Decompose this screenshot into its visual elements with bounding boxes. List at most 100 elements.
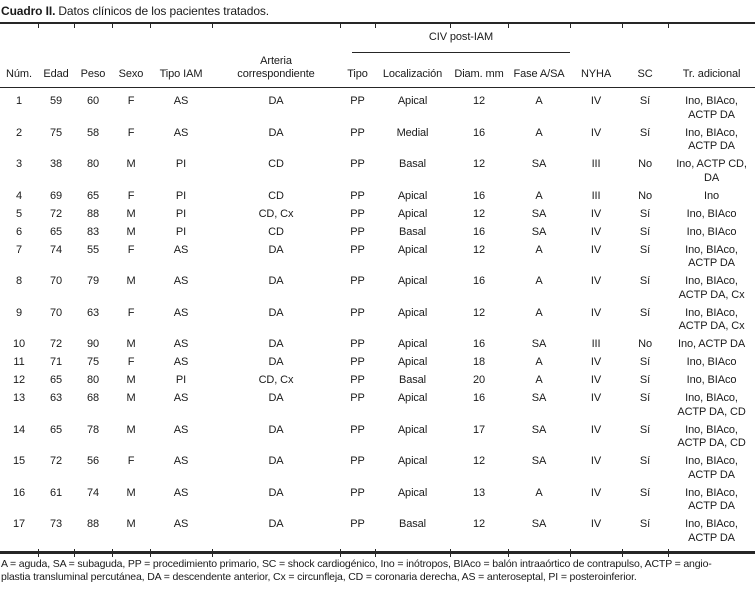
rule-tick: [340, 23, 341, 28]
table-cell: AS: [173, 306, 189, 319]
table-cell: 3: [15, 158, 23, 170]
table-cell: 18: [472, 356, 486, 368]
column-header: Peso: [74, 53, 112, 88]
table-cell: 5: [15, 207, 23, 220]
table-footnote: A = aguda, SA = subaguda, PP = procedimi…: [1, 557, 712, 583]
table-cell: 65: [86, 189, 100, 202]
table-cell: DA: [268, 275, 284, 287]
table-row: 14 65 78 M AS DA PP Apical 17 SA IV Sí Ino, BIAco, A…: [0, 422, 755, 454]
table-cell: 78: [86, 423, 100, 436]
table-cell: IV: [590, 126, 602, 139]
table-cell: SA: [531, 455, 547, 467]
table-cell: PP: [350, 455, 365, 467]
clinical-data-table: CIV post-IAM Núm. Edad Peso Sexo Tipo IAM Art…: [0, 24, 755, 548]
table-cell: A: [535, 275, 543, 287]
table-cell: M: [126, 338, 136, 350]
table-cell: 72: [49, 455, 63, 467]
table-cell: Sí: [639, 306, 651, 319]
table-cell: DA: [268, 392, 284, 404]
table-cell: Ino, ACTP CD, DA: [676, 158, 747, 184]
table-row: 17 73 88 M AS DA PP Basal 12 SA IV Sí Ino, BIAco, AC…: [0, 516, 755, 548]
table-cell: IV: [590, 275, 602, 287]
table-cell: AS: [173, 275, 189, 287]
column-header: Diam. mm: [450, 53, 508, 88]
rule-tick: [212, 548, 213, 557]
table-cell: A: [535, 243, 543, 256]
table-cell: F: [127, 95, 135, 107]
table-row: 1 59 60 F AS DA PP Apical 12 A IV Sí Ino, BIAco, ACT…: [0, 88, 755, 125]
table-cell: M: [126, 423, 136, 436]
caption-number: Cuadro II.: [1, 4, 56, 18]
table-cell: AS: [173, 455, 189, 467]
table-cell: IV: [590, 486, 602, 499]
table-cell: 20: [472, 374, 486, 386]
span-header-spacer-right: [570, 24, 755, 53]
table-cell: No: [638, 158, 652, 170]
table-cell: M: [126, 275, 136, 287]
table-cell: CD: [268, 158, 284, 170]
table-cell: Ino, BIAco, ACTP DA: [685, 455, 738, 481]
table-cell: M: [126, 225, 136, 238]
table-cell: F: [127, 356, 135, 368]
table-cell: M: [126, 158, 136, 170]
table-cell: 63: [86, 306, 100, 319]
rule-tick: [38, 23, 39, 28]
table-cell: PP: [350, 158, 365, 170]
table-cell: SA: [531, 423, 547, 436]
table-cell: 61: [49, 486, 63, 499]
table-cell: IV: [590, 243, 602, 256]
table-cell: 72: [49, 207, 63, 220]
table-cell: IV: [590, 518, 602, 530]
table-cell: M: [126, 207, 136, 220]
table-cell: A: [535, 356, 543, 368]
table-top-rule: [0, 22, 755, 28]
table-cell: Ino, BIAco, ACTP DA: [685, 95, 738, 121]
table-cell: PP: [350, 126, 365, 139]
table-cell: A: [535, 486, 543, 499]
table-cell: 12: [472, 518, 486, 530]
table-cell: SA: [531, 207, 547, 220]
table-cell: 88: [86, 518, 100, 530]
table-cell: 16: [472, 126, 486, 139]
table-cell: Ino, BIAco, ACTP DA: [685, 518, 738, 544]
table-cell: DA: [268, 455, 284, 467]
table-cell: 13: [12, 392, 26, 404]
table-cell: Apical: [397, 189, 428, 202]
table-cell: PP: [350, 338, 365, 350]
table-cell: 4: [15, 189, 23, 202]
table-cell: 38: [49, 158, 63, 170]
column-header: Tipo: [340, 53, 375, 88]
table-cell: 12: [472, 95, 486, 107]
table-row: 2 75 58 F AS DA PP Medial 16 A IV Sí Ino, BIAco, ACT…: [0, 125, 755, 157]
table-cell: 73: [49, 518, 63, 530]
table-cell: 16: [472, 338, 486, 350]
table-cell: PP: [350, 225, 365, 238]
table-cell: Ino, BIAco, ACTP DA, CD: [677, 423, 746, 450]
table-row: 16 61 74 M AS DA PP Apical 13 A IV Sí Ino, BIAco, AC…: [0, 485, 755, 517]
table-cell: PP: [350, 518, 365, 530]
table-cell: 12: [12, 374, 26, 386]
rule-tick: [668, 548, 669, 557]
rule-tick: [508, 23, 509, 28]
table-cell: 71: [49, 356, 63, 368]
table-cell: Ino, BIAco, ACTP DA, CD: [677, 392, 746, 418]
caption-text: Datos clínicos de los pacientes tratados…: [58, 4, 270, 18]
table-cell: PP: [350, 306, 365, 319]
column-header: Sexo: [112, 53, 150, 88]
table-cell: PP: [350, 486, 365, 499]
table-cell: Sí: [639, 392, 651, 404]
table-cell: IV: [590, 225, 602, 238]
table-cell: DA: [268, 356, 284, 368]
rule-tick: [570, 548, 571, 557]
table-cell: CD, Cx: [258, 207, 294, 220]
table-cell: SA: [531, 225, 547, 238]
table-cell: PI: [175, 225, 187, 238]
table-row: 11 71 75 F AS DA PP Apical 18 A IV Sí Ino, BIAco: [0, 354, 755, 372]
column-header: Fase A/SA: [508, 53, 571, 88]
table-cell: 7: [15, 243, 23, 256]
table-cell: 1: [15, 95, 23, 107]
table-cell: Apical: [397, 306, 428, 319]
table-cell: Basal: [398, 374, 427, 386]
table-cell: IV: [590, 356, 602, 368]
table-cell: Ino, BIAco: [686, 356, 737, 368]
